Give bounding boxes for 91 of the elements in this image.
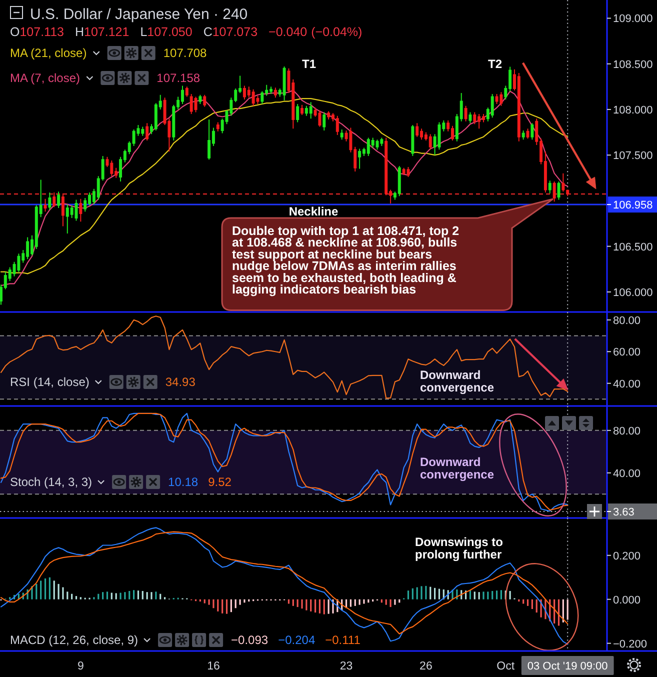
candlestick xyxy=(57,191,60,208)
candlestick xyxy=(336,115,339,136)
annotation: T1 xyxy=(302,57,316,71)
candlestick xyxy=(274,87,277,98)
x-tick-label: 23 xyxy=(340,660,353,672)
y-tick-label: 109.000 xyxy=(613,13,653,26)
candlestick xyxy=(318,110,322,128)
candlestick xyxy=(522,130,525,140)
candlestick xyxy=(552,181,556,202)
candlestick xyxy=(322,112,326,131)
candlestick xyxy=(500,92,503,106)
candlestick xyxy=(416,122,419,138)
annotation: −0.111 xyxy=(325,633,361,647)
annotation: Downward convergence xyxy=(420,368,494,394)
candlestick xyxy=(216,122,220,132)
x-tick-label: 16 xyxy=(207,660,220,672)
text: MA (7, close) xyxy=(10,71,80,85)
legend-title: RSI (14, close) xyxy=(10,375,90,389)
x-tick-label: 26 xyxy=(420,660,432,672)
y-tick-label: 108.500 xyxy=(613,58,653,71)
x-tick-label: 9 xyxy=(77,660,84,672)
annotation: T2 xyxy=(488,57,502,71)
candlestick xyxy=(203,94,206,108)
candlestick xyxy=(380,137,384,146)
candlestick xyxy=(44,198,47,212)
candlestick xyxy=(194,96,198,113)
text: MA (21, close) xyxy=(10,46,87,60)
candlestick xyxy=(340,129,344,140)
candlestick xyxy=(526,128,530,140)
candlestick xyxy=(61,192,64,227)
legend-title: MACD (12, 26, close, 9) xyxy=(10,633,138,647)
candlestick xyxy=(48,192,52,210)
candlestick xyxy=(530,122,534,140)
x-tick-label: Oct xyxy=(496,660,516,672)
candlestick xyxy=(358,148,362,170)
line-series xyxy=(0,316,568,399)
candlestick xyxy=(376,139,379,150)
candlestick xyxy=(296,104,300,123)
y-tick-label: 40.00 xyxy=(613,378,641,390)
candlestick xyxy=(252,88,255,106)
annotation: −0.204 xyxy=(278,633,316,647)
candlestick xyxy=(208,119,211,160)
y-tick-label: 80.00 xyxy=(613,314,641,327)
annotation: 10.18 xyxy=(168,475,198,489)
annotation: 34.93 xyxy=(165,375,196,389)
candlestick xyxy=(562,172,565,192)
y-tick-label: 80.00 xyxy=(613,425,641,438)
candlestick xyxy=(548,180,552,194)
candlestick xyxy=(282,66,286,101)
annotation: Double top with top 1 at 108.471, top 2 at 108.468 & neckline at 108.960, bulls test support at neckline but bears nudge below 7DMAs as interim rallies seem to be exhausted, both leading & lagging indicators bearish bias xyxy=(232,224,460,296)
y-tick-label: −0.200 xyxy=(613,638,647,650)
y-tick-label: 108.000 xyxy=(613,104,653,116)
candlestick xyxy=(79,198,82,222)
y-tick-label: 3.63 xyxy=(613,506,634,518)
y-tick-label: 60.00 xyxy=(613,346,641,359)
candlestick xyxy=(309,102,312,120)
annotation: Downward convergence xyxy=(420,455,494,482)
candlestick xyxy=(52,192,56,208)
y-tick-label: 107.500 xyxy=(613,150,653,162)
candlestick xyxy=(185,86,188,98)
candlestick xyxy=(300,104,304,116)
text: O107.113 H107.121 L107.050 C107.073 −0.040 (−0.04%) xyxy=(10,25,362,39)
candlestick xyxy=(402,167,406,176)
y-tick-label: 106.958 xyxy=(613,200,653,212)
candlestick xyxy=(327,110,330,120)
y-tick-label: 106.000 xyxy=(613,286,653,299)
chart-title: U.S. Dollar / Japanese Yen · 240 xyxy=(30,6,248,23)
candlestick xyxy=(495,93,498,104)
candlestick xyxy=(74,199,78,222)
y-tick-label: 0.200 xyxy=(613,550,641,562)
legend-title: Stoch (14, 3, 3) xyxy=(10,475,92,489)
candlestick xyxy=(406,166,410,178)
candlestick xyxy=(464,105,468,122)
candlestick xyxy=(473,112,476,125)
y-tick-label: 40.00 xyxy=(613,468,641,480)
annotation: −0.093 xyxy=(231,633,268,647)
candlestick xyxy=(557,181,560,200)
candlestick xyxy=(17,253,20,272)
annotation: Downswings to prolong further xyxy=(415,535,503,562)
candlestick xyxy=(146,122,149,141)
candlestick xyxy=(198,94,202,104)
candlestick xyxy=(490,93,494,118)
candlestick xyxy=(428,134,432,150)
ref-line-label: Neckline xyxy=(288,204,339,219)
y-tick-label: 0.000 xyxy=(613,594,641,606)
annotation: 107.158 xyxy=(156,71,200,85)
annotation: 9.52 xyxy=(208,475,232,489)
candlestick xyxy=(468,112,472,124)
x-tick-label: 03 Oct '19 09:00 xyxy=(527,660,608,672)
annotation: 107.708 xyxy=(163,46,208,60)
y-tick-label: 106.500 xyxy=(613,241,653,254)
